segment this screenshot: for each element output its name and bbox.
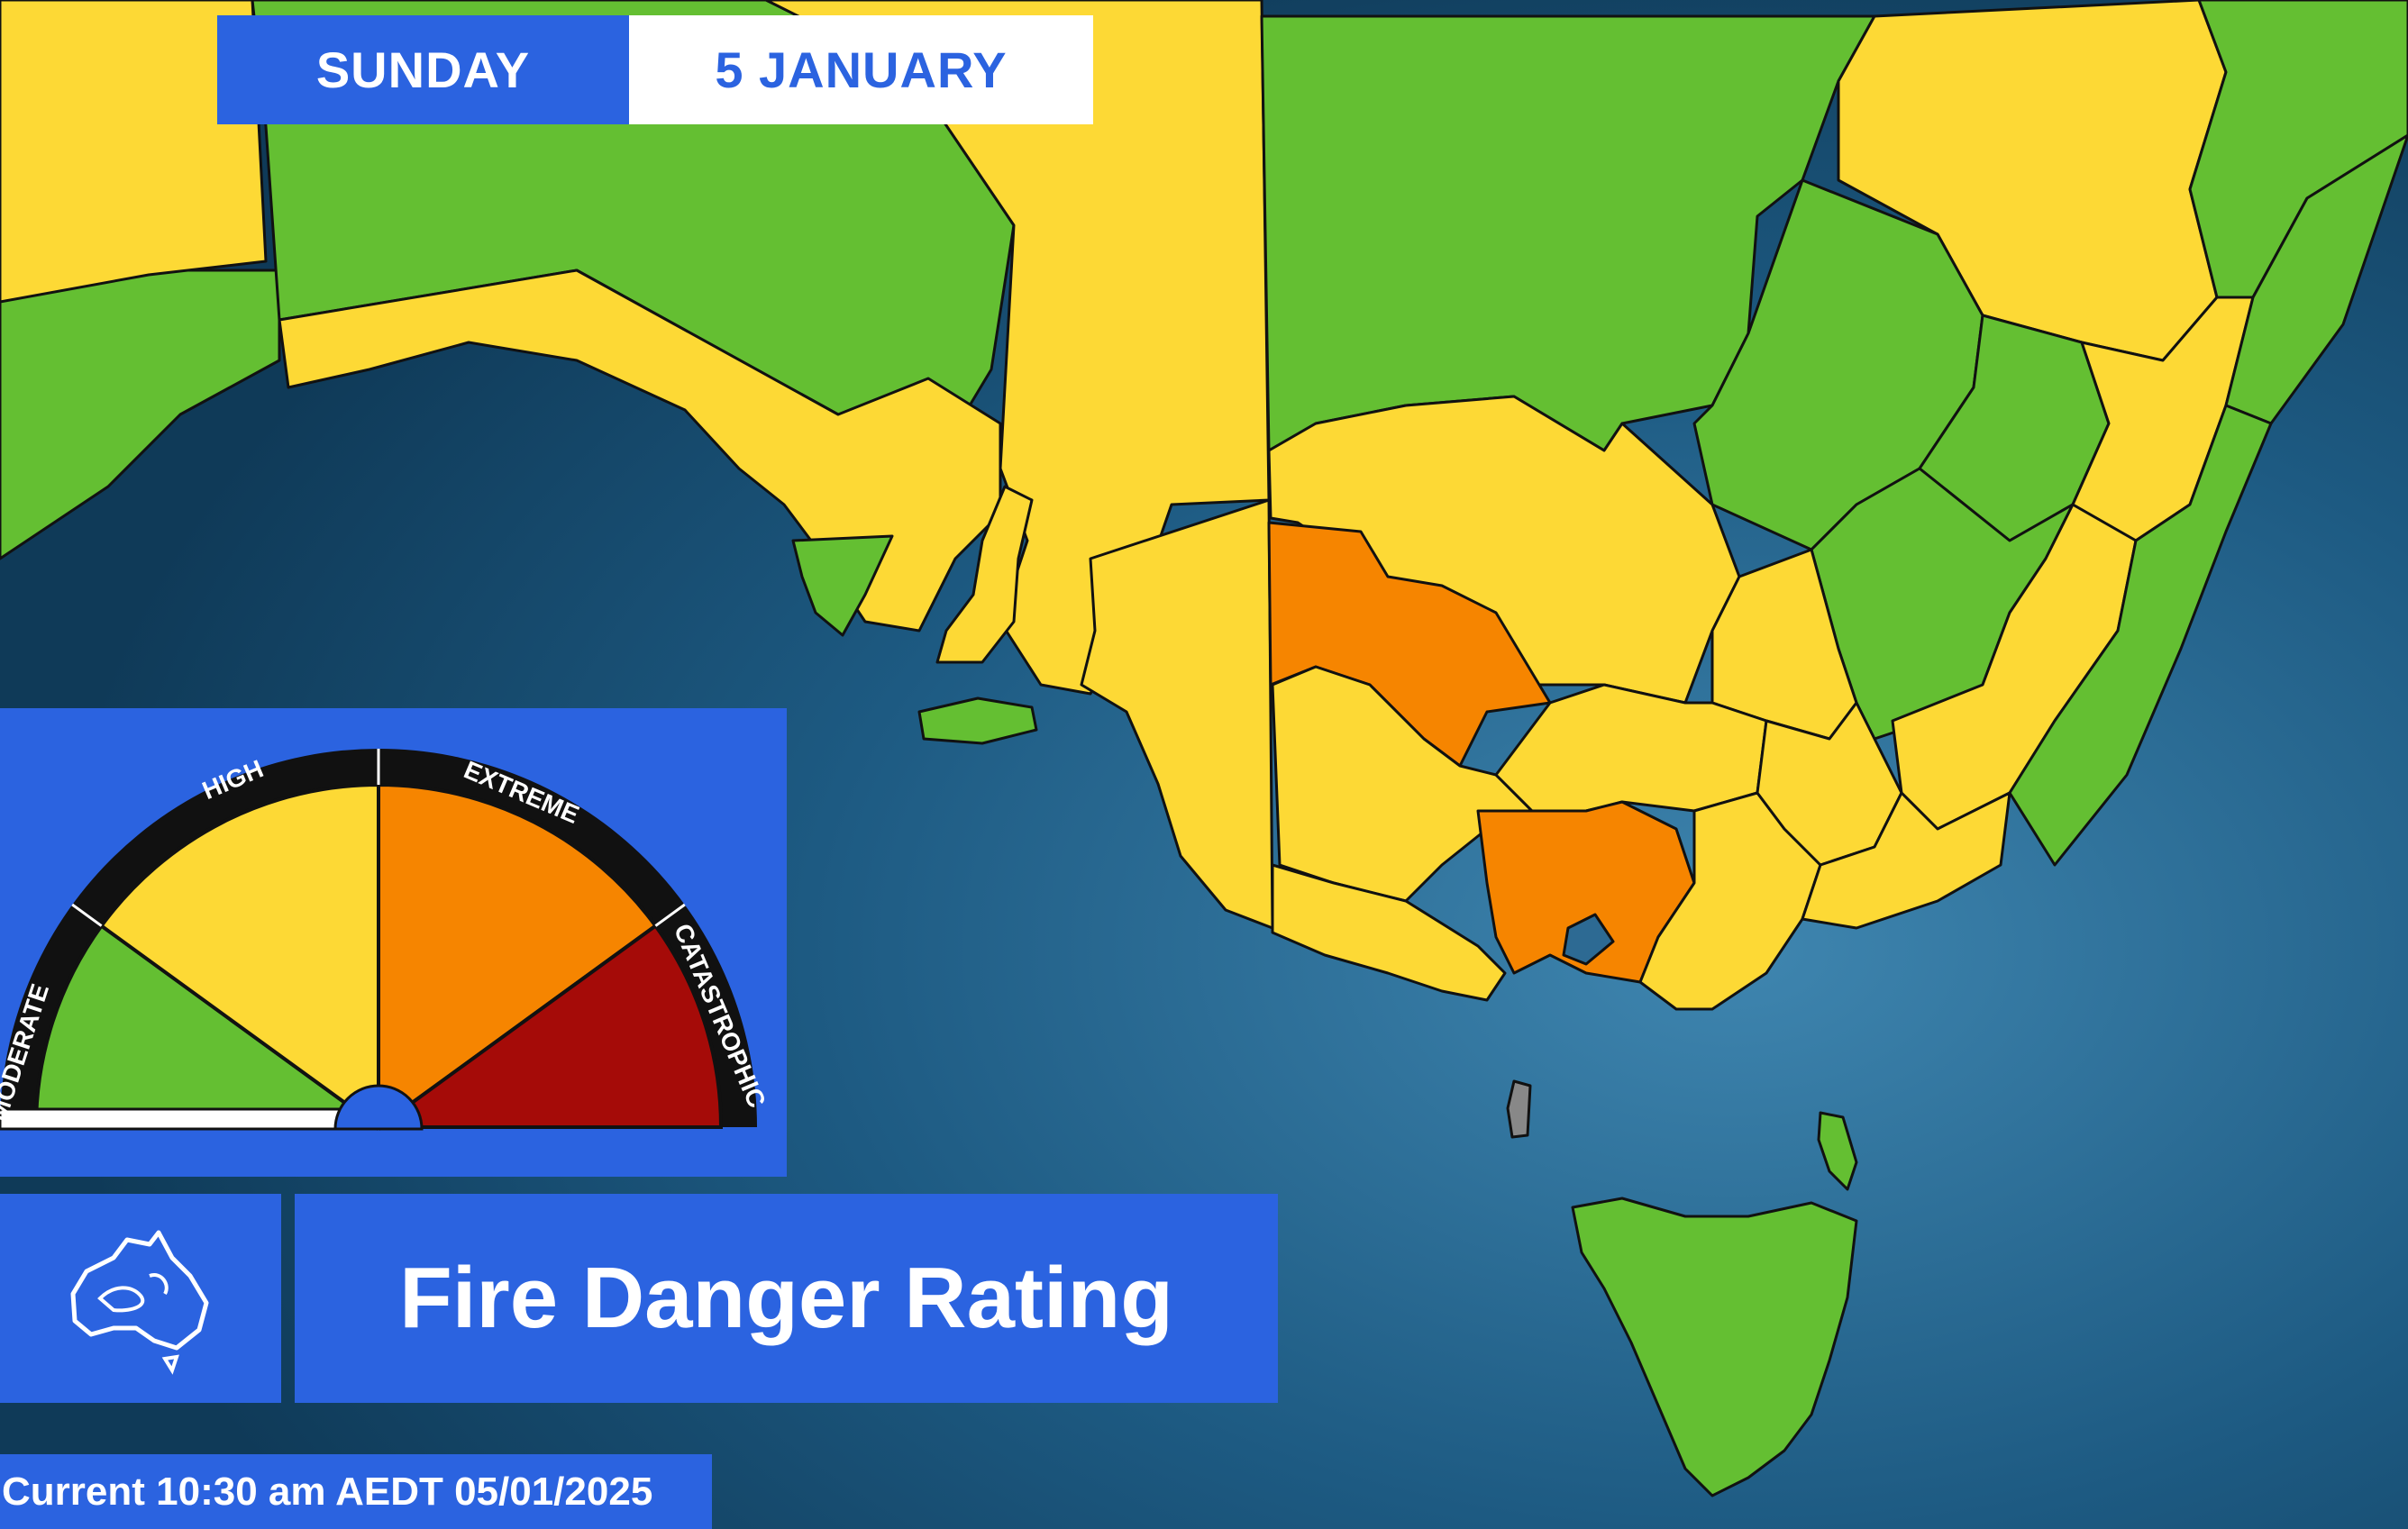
flinders-island (1817, 1111, 1858, 1191)
rating-gauge-legend: MODERATE HIGH EXTREME CATASTROPHIC (0, 708, 787, 1177)
date-bar: SUNDAY 5 JANUARY (217, 15, 1093, 124)
region-high (1080, 498, 1274, 930)
rating-gauge: MODERATE HIGH EXTREME CATASTROPHIC (0, 749, 771, 1131)
gauge-hub (333, 1084, 424, 1131)
gauge-wedge-extreme (377, 782, 659, 1131)
region-moderate (1571, 1197, 1858, 1497)
page-title: Fire Danger Rating (295, 1194, 1278, 1403)
region-high (1801, 791, 2011, 930)
date-label: 5 JANUARY (629, 15, 1093, 124)
day-label: SUNDAY (217, 15, 629, 124)
king-island (1506, 1079, 1532, 1139)
region-moderate (2008, 404, 2273, 867)
gauge-wedge-high (98, 782, 380, 1131)
port-phillip-bay (1562, 913, 1615, 966)
gauge-wedge-catastrophic (372, 923, 724, 1129)
australia-icon-panel (0, 1194, 281, 1403)
kangaroo-island (917, 696, 1038, 745)
australia-outline-icon (70, 1230, 209, 1375)
region-high (1271, 863, 1507, 1002)
timestamp-label: Current 10:30 am AEDT 05/01/2025 (0, 1454, 712, 1529)
region-moderate (791, 534, 894, 637)
region-high (0, 0, 268, 304)
gauge-needle (0, 1107, 353, 1131)
region-high (935, 485, 1034, 664)
